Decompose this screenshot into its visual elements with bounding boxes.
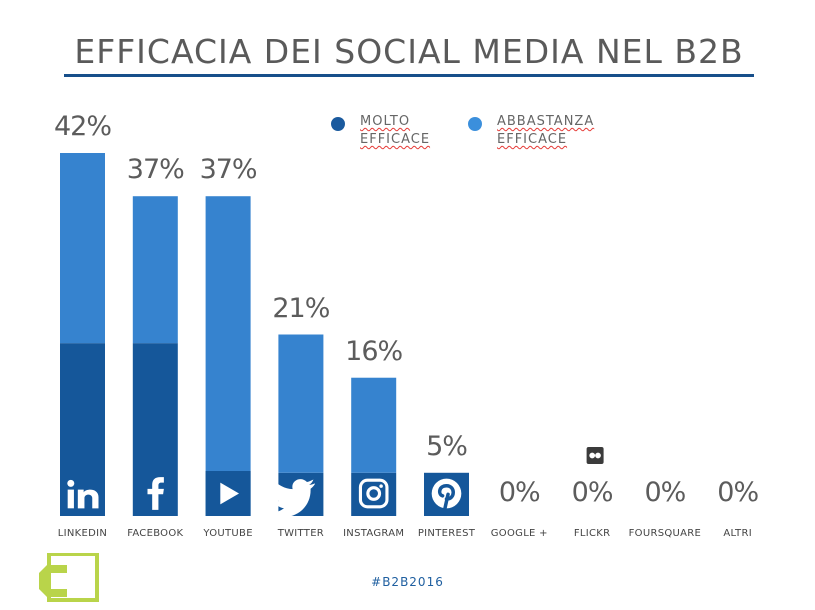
flickr-glyph-dot2 <box>595 452 601 459</box>
twitter-icon <box>269 479 315 517</box>
value-label-altri: 0% <box>717 477 759 508</box>
value-label-linkedin: 42% <box>53 111 112 142</box>
linkedin-glyph-n <box>77 489 99 509</box>
legend-label-abbastanza-line2: EFFICACE <box>497 132 568 147</box>
category-label-facebook: FACEBOOK <box>127 528 184 539</box>
legend-dot-abbastanza <box>468 117 482 131</box>
youtube-icon <box>220 482 240 505</box>
value-label-foursquare: 0% <box>644 477 686 508</box>
chart-title: EFFICACIA DEI SOCIAL MEDIA NEL B2B <box>74 32 744 71</box>
value-label-instagram: 16% <box>345 335 403 367</box>
value-label-youtube: 37% <box>199 154 258 186</box>
instagram-glyph-frame <box>358 478 389 509</box>
category-label-foursquare: FOURSQUARE <box>628 528 702 539</box>
twitter-glyph <box>269 479 315 517</box>
bar-linkedin-abbastanza <box>60 153 105 344</box>
category-label-youtube: YOUTUBE <box>203 528 253 539</box>
category-label-twitter: TWITTER <box>277 528 325 539</box>
legend-item-molto: MOLTO EFFICACE <box>331 113 430 149</box>
linkedin-glyph-dot <box>67 479 75 487</box>
legend-label-molto-line1: MOLTO <box>360 114 411 129</box>
legend-dot-molto <box>331 117 345 131</box>
bar-facebook-abbastanza <box>132 196 178 344</box>
category-label-instagram: INSTAGRAM <box>343 528 405 539</box>
value-label-facebook: 37% <box>126 154 185 186</box>
pinterest-glyph-p <box>437 483 455 511</box>
legend-label-abbastanza: ABBASTANZA EFFICACE <box>497 113 594 149</box>
brand-logo <box>39 553 99 602</box>
legend-item-abbastanza: ABBASTANZA EFFICACE <box>468 113 594 149</box>
legend-label-molto: MOLTO EFFICACE <box>360 113 430 149</box>
linkedin-glyph-i <box>67 489 74 509</box>
instagram-glyph-flash <box>379 484 383 488</box>
linkedin-icon <box>67 479 99 509</box>
category-label-google: GOOGLE + <box>490 528 548 539</box>
youtube-glyph <box>220 482 240 505</box>
facebook-icon <box>147 477 164 510</box>
bar-linkedin-molto <box>60 343 105 516</box>
hashtag: #B2B2016 <box>371 575 444 589</box>
pinterest-icon <box>431 478 462 511</box>
category-label-altri: ALTRI <box>723 528 752 539</box>
flickr-icon <box>586 447 604 464</box>
title-underline <box>64 74 754 77</box>
value-label-flickr: 0% <box>571 477 614 508</box>
bar-twitter-abbastanza <box>278 334 324 473</box>
bar-youtube-abbastanza <box>205 196 251 516</box>
legend-label-abbastanza-line1: ABBASTANZA <box>497 114 595 129</box>
value-label-google: 0% <box>498 477 541 508</box>
instagram-icon <box>358 478 389 509</box>
value-label-twitter: 21% <box>272 292 330 324</box>
value-label-pinterest: 5% <box>426 430 468 462</box>
category-label-pinterest: PINTEREST <box>417 528 476 539</box>
category-label-linkedin: LINKEDIN <box>57 528 108 539</box>
flickr-glyph-dot1 <box>589 452 596 459</box>
legend-label-molto-line2: EFFICACE <box>360 132 431 147</box>
instagram-glyph-lens <box>366 486 382 501</box>
bar-instagram-abbastanza <box>351 377 397 473</box>
facebook-glyph <box>147 477 164 510</box>
category-label-flickr: FLICKR <box>573 528 611 539</box>
